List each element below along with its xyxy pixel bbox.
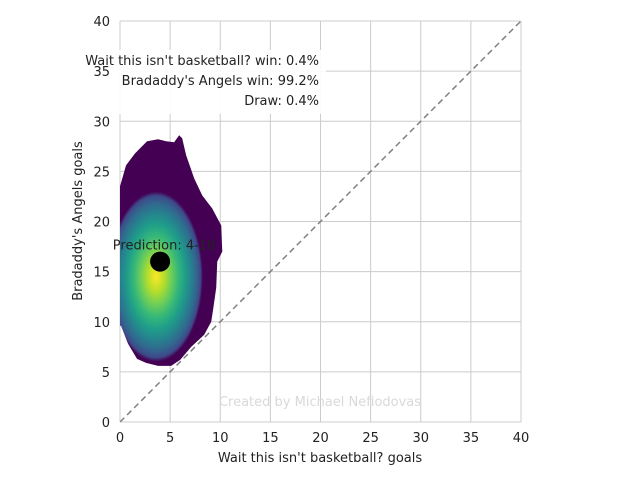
y-tick-label: 30 — [93, 115, 110, 130]
x-tick-label: 40 — [513, 431, 530, 446]
x-tick-label: 0 — [116, 431, 124, 446]
x-tick-label: 20 — [312, 431, 329, 446]
reference-diagonal-line — [120, 21, 521, 422]
x-tick-label: 25 — [362, 431, 379, 446]
x-tick-label: 35 — [463, 431, 480, 446]
watermark: Created by Michael Nefiodovas — [219, 395, 421, 410]
y-tick-label: 35 — [93, 65, 110, 80]
y-tick-label: 15 — [93, 266, 110, 281]
y-tick-label: 25 — [93, 165, 110, 180]
home-win-annotation: Wait this isn't basketball? win: 0.4% — [85, 54, 319, 69]
density-region — [120, 135, 223, 366]
y-axis-ticks: 0 5 10 15 20 25 30 35 40 — [93, 15, 110, 431]
y-tick-label: 5 — [102, 366, 110, 381]
y-tick-label: 10 — [93, 316, 110, 331]
x-tick-label: 30 — [412, 431, 429, 446]
y-axis-label: Bradaddy's Angels goals — [71, 141, 86, 301]
x-tick-label: 10 — [212, 431, 229, 446]
annotation-box — [64, 50, 326, 114]
y-tick-label: 0 — [102, 416, 110, 431]
draw-annotation: Draw: 0.4% — [244, 94, 319, 109]
x-axis-ticks: 0 5 10 15 20 25 30 35 40 — [116, 431, 529, 446]
y-tick-label: 20 — [93, 216, 110, 231]
x-tick-label: 5 — [166, 431, 174, 446]
prediction-marker — [150, 251, 171, 272]
x-tick-label: 15 — [262, 431, 279, 446]
y-tick-label: 40 — [93, 15, 110, 30]
away-win-annotation: Bradaddy's Angels win: 99.2% — [122, 74, 319, 89]
x-axis-label: Wait this isn't basketball? goals — [218, 451, 423, 466]
prediction-label: Prediction: 4-16 — [113, 239, 216, 254]
